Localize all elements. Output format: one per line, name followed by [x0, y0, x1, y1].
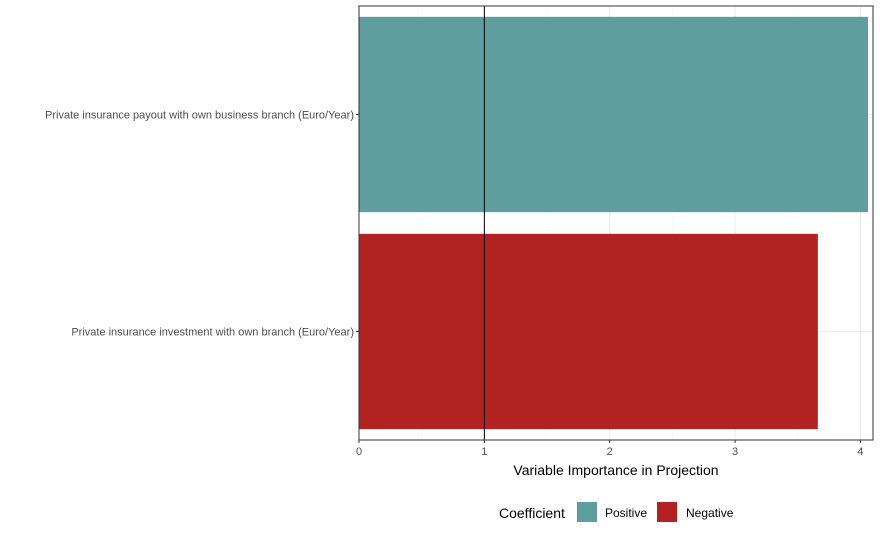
x-tick-label: 2: [607, 446, 613, 458]
x-tick-label: 3: [732, 446, 738, 458]
y-axis-ticks: Private insurance payout with own busine…: [45, 110, 359, 339]
x-tick-label: 0: [356, 446, 362, 458]
x-axis-title: Variable Importance in Projection: [513, 462, 718, 478]
x-tick-label: 1: [481, 446, 487, 458]
legend-key-positive: [577, 502, 597, 522]
bar-positive: [359, 16, 868, 213]
panel-border: [358, 5, 874, 441]
legend-label-positive: Positive: [605, 506, 647, 520]
y-tick-label: Private insurance payout with own busine…: [45, 110, 354, 122]
bars: [359, 16, 868, 430]
legend-label-negative: Negative: [686, 506, 734, 520]
x-axis-ticks: 0 1 2 3 4: [356, 440, 864, 458]
legend-title: Coefficient: [499, 505, 565, 521]
legend: Coefficient Positive Negative: [499, 502, 734, 522]
bar-negative: [359, 233, 818, 430]
x-tick-label: 4: [857, 446, 863, 458]
legend-key-negative: [657, 502, 677, 522]
y-tick-label: Private insurance investment with own br…: [71, 327, 354, 339]
